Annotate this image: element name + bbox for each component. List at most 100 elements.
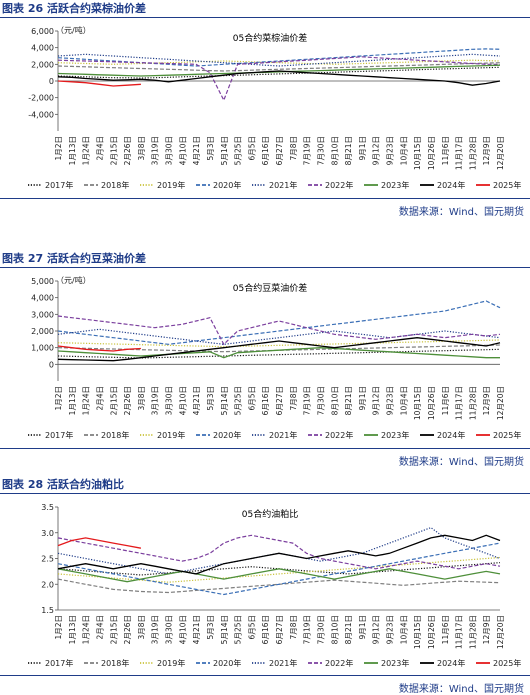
legend-label: 2024年 [437,430,465,440]
x-tick-label: 5月25日 [234,136,243,165]
x-tick-label: 1月24日 [82,615,91,644]
x-tick-label: 12月9日 [482,136,491,165]
spread-chart-soy-rapeseed: 5,000 4,000 3,000 2,000 1,000 0 （元/吨） 05合约豆菜油价差… [28,275,521,440]
series-line-2018年 [57,62,501,72]
x-tick-label: 1月13日 [68,386,77,415]
x-tick-label: 6月16日 [261,136,270,165]
legend-label: 2019年 [157,180,185,190]
legend-label: 2020年 [213,180,241,190]
chart-caption: 图表 27 活跃合约豆菜油价差 [2,252,146,265]
x-tick-label: 10月15日 [413,136,422,170]
x-tick-label: 7月8日 [289,136,298,161]
x-tick-label: 7月8日 [289,615,298,640]
x-tick-label: 6月5日 [247,386,256,411]
x-tick-label: 11月28日 [468,136,477,170]
x-tick-label: 10月15日 [413,615,422,649]
legend-label: 2022年 [325,658,353,668]
x-tick-label: 11月17日 [455,615,464,649]
x-tick-label: 8月10日 [330,386,339,415]
chart-section-3: 图表 28 活跃合约油粕比 3.5 3.0 2.5 2.0 1.5 05合约油粕比 1月2日… [0,476,530,695]
chart-title: 05合约豆菜油价差 [233,282,307,294]
x-tick-label: 3月30日 [165,615,174,644]
y-tick-label: 5,000 [31,277,54,286]
x-tick-label: 11月28日 [468,386,477,420]
series-line-2022年 [57,534,501,570]
x-tick-label: 3月8日 [137,136,146,161]
legend-label: 2022年 [325,180,353,190]
source-note: 数据来源：Wind、国元期货 [398,207,524,218]
legend-label: 2025年 [493,658,521,668]
y-tick-label: -2,000 [28,94,54,103]
series-line-2020年 [57,300,501,345]
x-tick-label: 8月10日 [330,615,339,644]
x-tick-label: 12月9日 [482,615,491,644]
x-tick-label: 4月10日 [178,615,187,644]
source-note: 数据来源：Wind、国元期货 [398,457,524,468]
x-tick-label: 3月30日 [165,386,174,415]
chart-title: 05合约菜棕油价差 [233,32,307,44]
x-tick-label: 9月23日 [386,615,395,644]
x-tick-label: 6月27日 [275,386,284,415]
x-tick-label: 4月10日 [178,136,187,165]
x-tick-label: 11月28日 [468,615,477,649]
legend-label: 2021年 [269,430,297,440]
x-tick-label: 8月21日 [344,386,353,415]
y-tick-label: 4,000 [31,294,54,303]
caption-rule [0,493,530,494]
x-tick-label: 7月19日 [303,386,312,415]
y-tick-label: 1,000 [31,344,54,353]
x-tick-label: 12月20日 [496,615,505,649]
x-tick-label: 9月12日 [372,386,381,415]
x-tick-label: 2月15日 [109,136,118,165]
x-tick-label: 5月25日 [234,615,243,644]
chart-section-2: 图表 27 活跃合约豆菜油价差 5,000 4,000 3,000 2,000 1,00… [0,250,530,470]
caption-rule [0,267,530,268]
x-tick-label: 7月30日 [316,615,325,644]
legend-label: 2018年 [101,430,129,440]
x-tick-label: 10月26日 [427,386,436,420]
series-line-2023年 [57,347,500,359]
ratio-chart-oil-meal: 3.5 3.0 2.5 2.0 1.5 05合约油粕比 1月2日 1月13日 1月24日 2月4日… [28,503,521,668]
y-tick-label: 3,000 [31,310,54,319]
series-line-2021年 [57,53,501,67]
series-line-2025年 [57,345,141,352]
x-tick-label: 10月15日 [413,386,422,420]
x-tick-label: 2月4日 [95,136,104,161]
y-tick-label: 2.5 [41,555,54,564]
series-line-2024年 [57,337,501,362]
x-tick-label: 5月14日 [220,136,229,165]
x-tick-label: 7月19日 [303,615,312,644]
legend-label: 2025年 [493,180,521,190]
legend-label: 2023年 [381,430,409,440]
series-line-2024年 [57,70,501,86]
y-unit-label: （元/吨） [56,25,91,35]
y-tick-label: 2,000 [31,60,54,69]
legend-label: 2018年 [101,658,129,668]
x-tick-label: 2月4日 [95,386,104,411]
series-line-2024年 [57,534,501,575]
x-tick-label: 2月26日 [123,615,132,644]
x-tick-label: 6月5日 [247,136,256,161]
x-tick-label: 11月6日 [441,386,450,415]
y-tick-label: 3.0 [41,529,54,538]
x-tick-label: 2月15日 [109,615,118,644]
series-line-2022年 [57,315,501,346]
series-line-2023年 [57,64,501,77]
source-note: 数据来源：Wind、国元期货 [398,684,524,695]
x-tick-label: 5月3日 [206,136,215,161]
x-tick-label: 6月16日 [261,386,270,415]
x-tick-label: 3月8日 [137,615,146,640]
x-tick-label: 3月19日 [151,615,160,644]
series-line-2020年 [57,48,501,67]
x-tick-label: 5月14日 [220,386,229,415]
x-tick-label: 9月23日 [386,386,395,415]
x-tick-label: 11月17日 [455,136,464,170]
x-tick-label: 9月23日 [386,136,395,165]
x-tick-label: 7月30日 [316,386,325,415]
legend-label: 2023年 [381,180,409,190]
legend-label: 2020年 [213,430,241,440]
x-tick-label: 4月21日 [192,615,201,644]
legend-label: 2024年 [437,180,465,190]
caption-rule [0,17,530,18]
x-tick-label: 5月3日 [206,386,215,411]
